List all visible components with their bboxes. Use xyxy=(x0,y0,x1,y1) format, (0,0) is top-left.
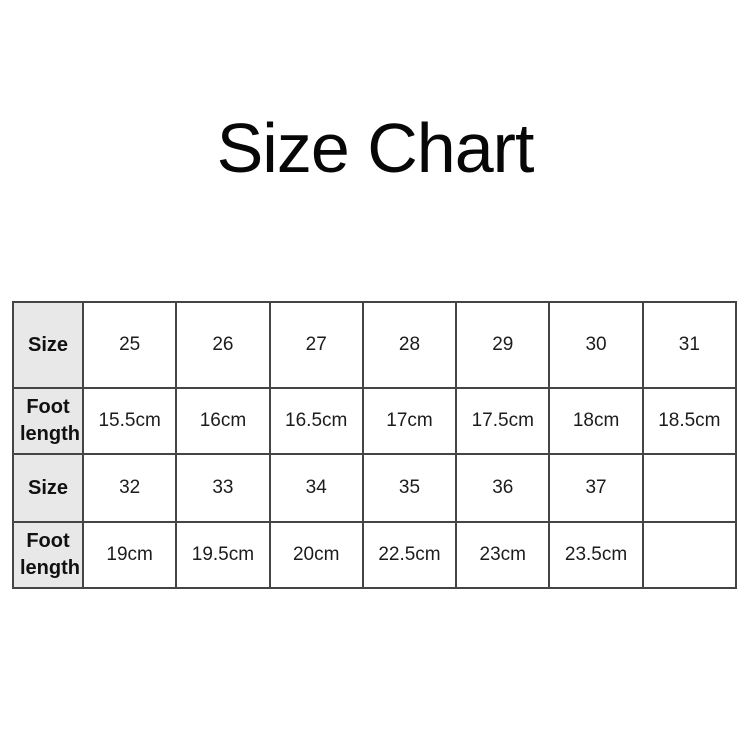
table-cell: 32 xyxy=(81,453,178,523)
table-cell: 19.5cm xyxy=(175,521,271,589)
table-row-foot-lengths-1: Foot length 15.5cm 16cm 16.5cm 17cm 17.5… xyxy=(12,387,738,455)
table-cell: 15.5cm xyxy=(81,387,178,455)
row-header-cell: Size xyxy=(12,301,84,389)
table-cell: 28 xyxy=(361,301,458,389)
table-cell: 25 xyxy=(81,301,178,389)
table-cell: 36 xyxy=(455,453,551,523)
table-cell: 18.5cm xyxy=(641,387,738,455)
table-cell: 29 xyxy=(455,301,551,389)
table-cell: 33 xyxy=(175,453,271,523)
table-cell: 37 xyxy=(548,453,644,523)
table-cell: 16.5cm xyxy=(268,387,364,455)
page-title: Size Chart xyxy=(216,109,535,187)
table-cell: 22.5cm xyxy=(361,521,458,589)
table-cell: 16cm xyxy=(175,387,271,455)
table-cell: 17cm xyxy=(361,387,458,455)
table-row-sizes-2: Size 32 33 34 35 36 37 xyxy=(12,453,738,523)
table-cell: 30 xyxy=(548,301,644,389)
row-header-cell: Foot length xyxy=(12,387,84,455)
table-row-foot-lengths-2: Foot length 19cm 19.5cm 20cm 22.5cm 23cm… xyxy=(12,521,738,589)
table-cell xyxy=(641,521,738,589)
table-cell: 18cm xyxy=(548,387,644,455)
table-cell: 17.5cm xyxy=(455,387,551,455)
table-cell: 31 xyxy=(641,301,738,389)
table-cell: 35 xyxy=(361,453,458,523)
table-cell: 26 xyxy=(175,301,271,389)
table-row-sizes-1: Size 25 26 27 28 29 30 31 xyxy=(12,301,738,389)
table-cell: 27 xyxy=(268,301,364,389)
row-header-cell: Size xyxy=(12,453,84,523)
row-header-cell: Foot length xyxy=(12,521,84,589)
table-cell xyxy=(641,453,738,523)
table-cell: 23cm xyxy=(455,521,551,589)
table-cell: 19cm xyxy=(81,521,178,589)
table-cell: 23.5cm xyxy=(548,521,644,589)
table-cell: 20cm xyxy=(268,521,364,589)
size-chart-table: Size 25 26 27 28 29 30 31 Foot length 15… xyxy=(12,301,738,589)
table-cell: 34 xyxy=(268,453,364,523)
